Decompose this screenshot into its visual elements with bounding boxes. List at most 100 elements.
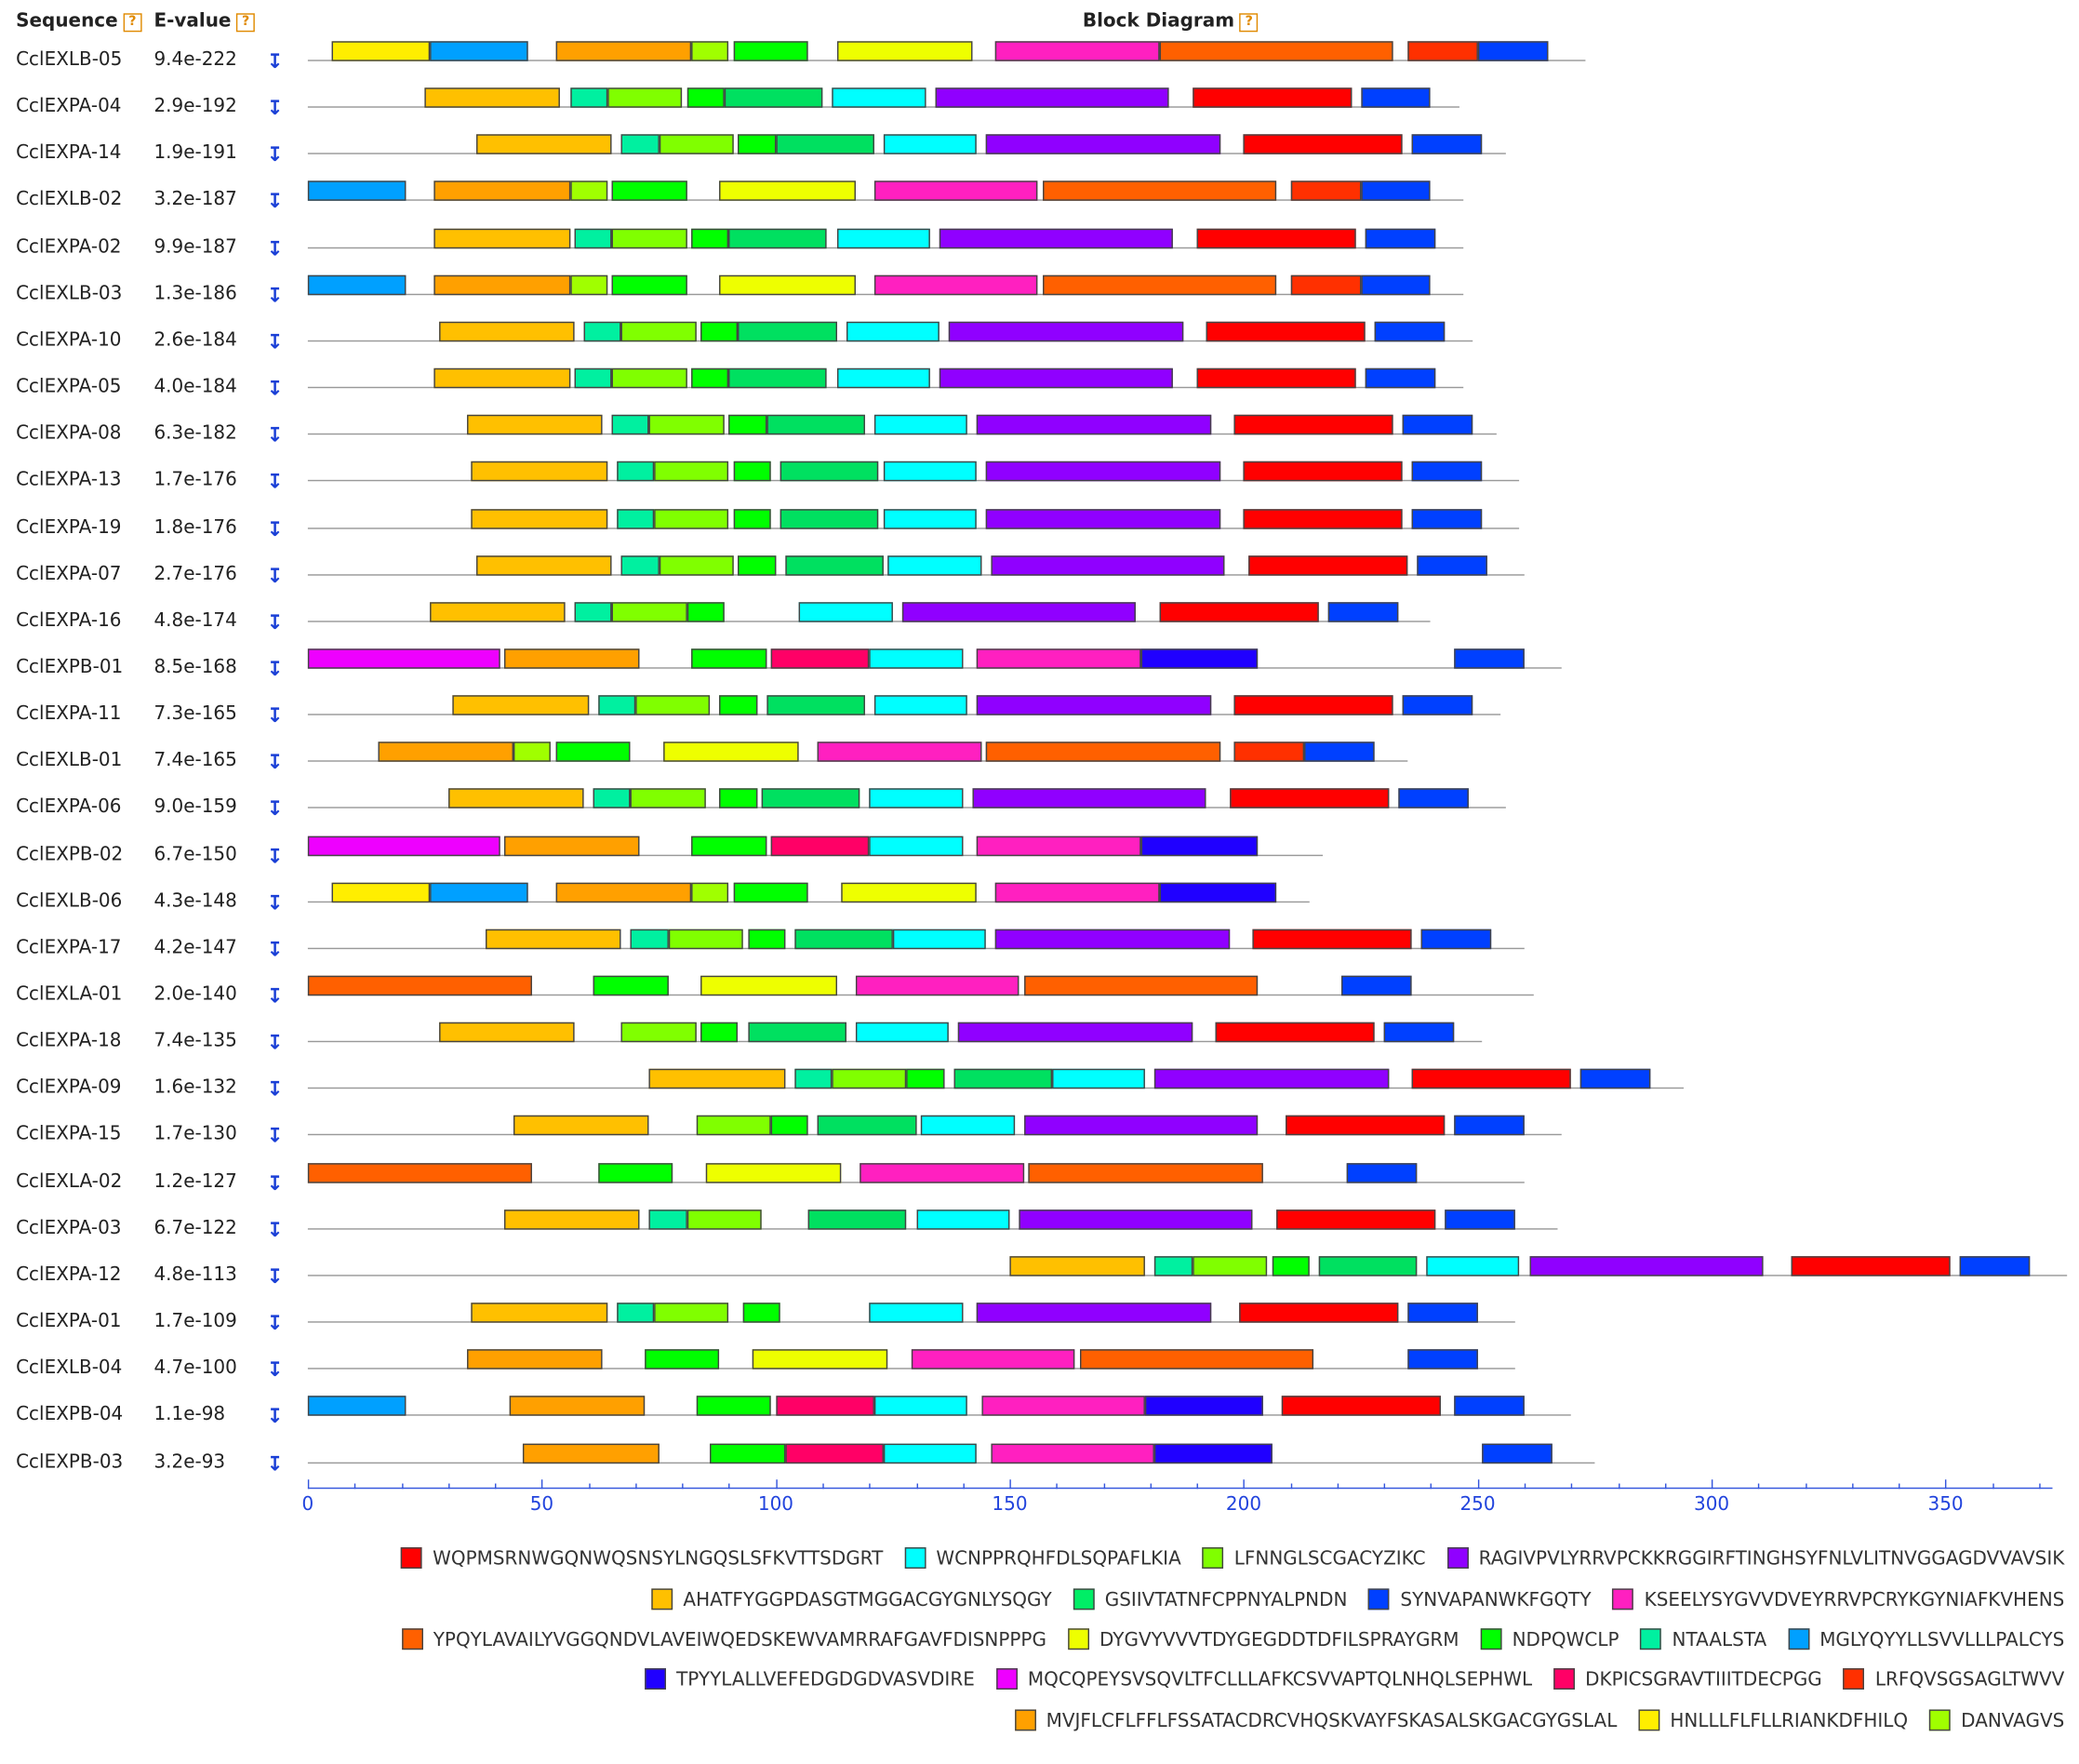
motif-block[interactable] — [934, 87, 1169, 108]
motif-block[interactable] — [1233, 415, 1393, 435]
motif-block[interactable] — [1318, 1256, 1418, 1276]
motif-block[interactable] — [654, 508, 729, 528]
motif-block[interactable] — [1023, 1116, 1259, 1136]
motif-block[interactable] — [1412, 461, 1483, 482]
download-arrow-icon[interactable]: ↧ — [266, 235, 284, 261]
download-arrow-icon[interactable]: ↧ — [266, 96, 284, 120]
motif-block[interactable] — [775, 134, 874, 155]
motif-block[interactable] — [1341, 975, 1413, 996]
motif-block[interactable] — [977, 648, 1141, 669]
download-arrow-icon[interactable]: ↧ — [266, 1357, 284, 1382]
motif-block[interactable] — [883, 134, 978, 155]
motif-block[interactable] — [696, 1116, 771, 1136]
motif-block[interactable] — [1145, 1396, 1263, 1417]
motif-block[interactable] — [307, 1162, 533, 1183]
motif-block[interactable] — [775, 1396, 874, 1417]
motif-block[interactable] — [1206, 321, 1366, 342]
motif-block[interactable] — [911, 1349, 1075, 1370]
motif-block[interactable] — [742, 1303, 780, 1323]
motif-block[interactable] — [1154, 1442, 1273, 1463]
motif-block[interactable] — [307, 835, 500, 856]
motif-block[interactable] — [1360, 87, 1432, 108]
motif-block[interactable] — [981, 1396, 1146, 1417]
motif-block[interactable] — [438, 321, 575, 342]
download-arrow-icon[interactable]: ↧ — [266, 329, 284, 354]
motif-block[interactable] — [733, 882, 809, 902]
motif-block[interactable] — [1154, 1256, 1193, 1276]
motif-block[interactable] — [509, 1396, 646, 1417]
motif-block[interactable] — [949, 321, 1183, 342]
motif-block[interactable] — [915, 1209, 1010, 1230]
motif-block[interactable] — [738, 134, 776, 155]
motif-block[interactable] — [471, 1303, 607, 1323]
motif-block[interactable] — [555, 742, 631, 763]
motif-block[interactable] — [620, 555, 660, 576]
motif-block[interactable] — [1426, 1256, 1520, 1276]
motif-block[interactable] — [873, 180, 1038, 202]
motif-block[interactable] — [1023, 975, 1259, 996]
motif-block[interactable] — [620, 321, 697, 342]
motif-block[interactable] — [972, 788, 1206, 809]
motif-block[interactable] — [611, 274, 687, 295]
motif-block[interactable] — [1374, 321, 1446, 342]
motif-block[interactable] — [438, 1022, 575, 1043]
motif-block[interactable] — [1407, 1303, 1478, 1323]
motif-block[interactable] — [733, 41, 809, 61]
motif-block[interactable] — [611, 180, 687, 202]
motif-block[interactable] — [785, 1442, 884, 1463]
download-arrow-icon[interactable]: ↧ — [266, 189, 284, 214]
motif-block[interactable] — [597, 1162, 673, 1183]
motif-block[interactable] — [780, 461, 879, 482]
download-arrow-icon[interactable]: ↧ — [266, 609, 284, 635]
motif-block[interactable] — [1238, 1303, 1398, 1323]
motif-block[interactable] — [940, 228, 1174, 248]
motif-block[interactable] — [1042, 180, 1277, 202]
motif-block[interactable] — [869, 788, 964, 809]
motif-block[interactable] — [700, 1022, 739, 1043]
motif-block[interactable] — [986, 461, 1220, 482]
motif-block[interactable] — [799, 601, 893, 622]
motif-block[interactable] — [733, 508, 771, 528]
motif-block[interactable] — [1276, 1209, 1436, 1230]
motif-block[interactable] — [995, 882, 1160, 902]
motif-block[interactable] — [1412, 508, 1483, 528]
evalue-help-icon[interactable]: ? — [236, 13, 256, 33]
motif-block[interactable] — [433, 368, 570, 389]
motif-block[interactable] — [747, 929, 785, 949]
motif-block[interactable] — [846, 321, 940, 342]
download-arrow-icon[interactable]: ↧ — [266, 142, 284, 167]
motif-block[interactable] — [728, 228, 828, 248]
motif-block[interactable] — [1196, 368, 1356, 389]
motif-block[interactable] — [569, 274, 607, 295]
motif-block[interactable] — [977, 695, 1211, 715]
motif-block[interactable] — [663, 742, 800, 763]
motif-block[interactable] — [574, 228, 612, 248]
motif-block[interactable] — [1412, 1069, 1572, 1089]
motif-block[interactable] — [832, 1069, 907, 1089]
motif-block[interactable] — [645, 1349, 720, 1370]
motif-block[interactable] — [620, 134, 660, 155]
motif-block[interactable] — [766, 695, 865, 715]
motif-block[interactable] — [475, 555, 612, 576]
motif-block[interactable] — [1192, 87, 1352, 108]
motif-block[interactable] — [1421, 929, 1492, 949]
motif-block[interactable] — [1290, 274, 1361, 295]
motif-block[interactable] — [1417, 555, 1487, 576]
motif-block[interactable] — [1528, 1256, 1764, 1276]
motif-block[interactable] — [766, 415, 865, 435]
motif-block[interactable] — [1009, 1256, 1146, 1276]
motif-block[interactable] — [1445, 1209, 1515, 1230]
motif-block[interactable] — [977, 835, 1141, 856]
motif-block[interactable] — [597, 695, 636, 715]
motif-block[interactable] — [523, 1442, 660, 1463]
motif-block[interactable] — [1477, 41, 1548, 61]
motif-block[interactable] — [574, 368, 612, 389]
motif-block[interactable] — [1304, 742, 1375, 763]
download-arrow-icon[interactable]: ↧ — [266, 563, 284, 588]
motif-block[interactable] — [611, 601, 687, 622]
motif-block[interactable] — [869, 1303, 964, 1323]
motif-block[interactable] — [719, 788, 757, 809]
motif-block[interactable] — [1192, 1256, 1268, 1276]
motif-block[interactable] — [1042, 274, 1277, 295]
motif-block[interactable] — [1959, 1256, 2031, 1276]
